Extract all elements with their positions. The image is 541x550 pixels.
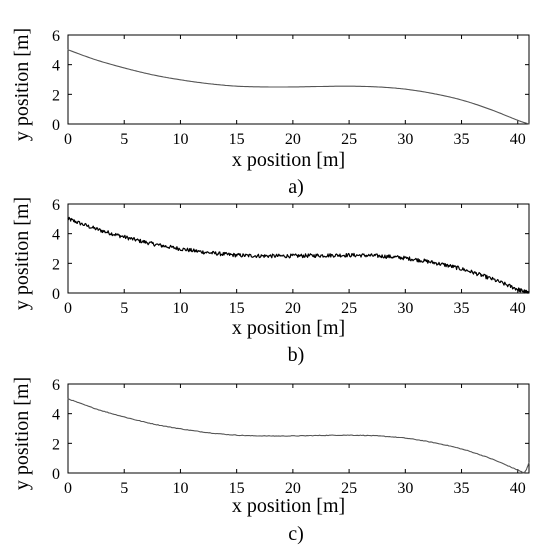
x-tick-label: 20 [285, 480, 301, 497]
y-tick-label: 0 [52, 117, 60, 134]
x-tick-label: 0 [64, 480, 72, 497]
plot-frame [67, 203, 530, 294]
x-tick-label: 35 [454, 480, 470, 497]
x-tick-label: 30 [397, 480, 413, 497]
x-tick-label: 15 [229, 131, 245, 148]
x-tick-label: 15 [229, 300, 245, 317]
y-tick-label: 4 [52, 407, 60, 424]
x-axis-label: x position [m] [232, 495, 345, 517]
x-tick-label: 40 [510, 131, 526, 148]
x-tick-label: 10 [172, 300, 188, 317]
x-tick-label: 10 [172, 480, 188, 497]
x-tick-label: 25 [341, 480, 357, 497]
y-tick-label: 6 [52, 28, 60, 45]
x-tick-label: 25 [341, 131, 357, 148]
panel-label: b) [288, 344, 305, 366]
x-tick-label: 0 [64, 300, 72, 317]
chart-panel-3: 0 5 10 15 20 25 30 35 40 0 2 4 6 x position [m] y posi… [11, 377, 530, 545]
y-axis-label: y position [m] [11, 197, 33, 310]
y-axis-label: y position [m] [11, 28, 33, 141]
plot-frame [67, 34, 530, 125]
chart-panel-1: 0 5 10 15 20 25 30 35 40 0 2 4 6 x position [m] y posi… [11, 28, 530, 198]
y-tick-label: 4 [52, 58, 60, 75]
x-tick-label: 30 [397, 131, 413, 148]
x-tick-label: 40 [510, 300, 526, 317]
y-tick-label: 0 [52, 466, 60, 483]
x-tick-label: 0 [64, 131, 72, 148]
y-tick-label: 2 [52, 256, 60, 273]
plot-frame [67, 383, 530, 474]
x-tick-label: 20 [285, 131, 301, 148]
y-tick-label: 0 [52, 286, 60, 303]
y-tick-label: 6 [52, 377, 60, 394]
y-tick-label: 2 [52, 87, 60, 104]
x-tick-label: 5 [120, 131, 128, 148]
panel-label: a) [288, 176, 304, 198]
x-tick-label: 30 [397, 300, 413, 317]
x-tick-label: 5 [120, 300, 128, 317]
trajectory-line [67, 398, 530, 474]
x-tick-label: 25 [341, 300, 357, 317]
x-axis-label: x position [m] [232, 317, 345, 339]
panel-label: c) [288, 523, 304, 545]
x-tick-label: 40 [510, 480, 526, 497]
x-tick-label: 20 [285, 300, 301, 317]
y-tick-label: 6 [52, 197, 60, 214]
trajectory-line [67, 216, 530, 294]
y-tick-label: 2 [52, 436, 60, 453]
x-tick-label: 35 [454, 131, 470, 148]
chart-panel-2: 0 5 10 15 20 25 30 35 40 0 2 4 6 x position [m] y posi… [11, 197, 530, 366]
x-tick-label: 10 [172, 131, 188, 148]
x-tick-label: 5 [120, 480, 128, 497]
trajectory-line [67, 49, 530, 125]
y-tick-label: 4 [52, 227, 60, 244]
x-axis-label: x position [m] [232, 149, 345, 171]
x-tick-label: 15 [229, 480, 245, 497]
x-tick-label: 35 [454, 300, 470, 317]
y-axis-label: y position [m] [11, 377, 33, 490]
